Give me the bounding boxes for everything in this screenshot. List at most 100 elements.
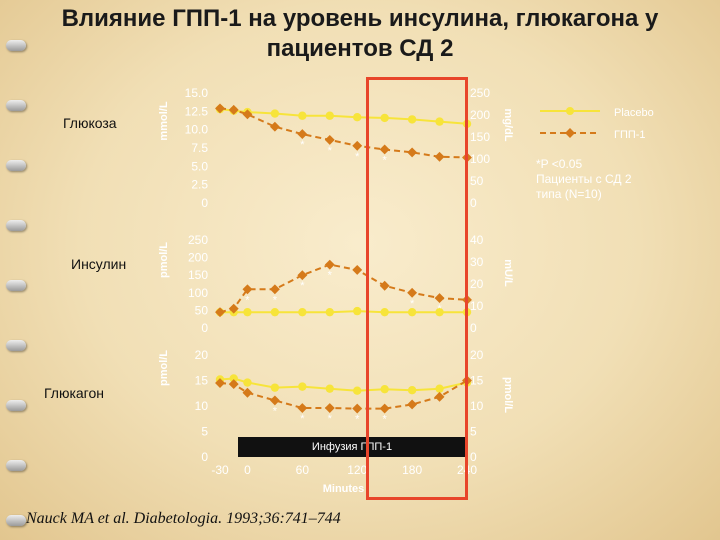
data-point-glp1 <box>215 378 225 388</box>
data-point-glp1 <box>379 280 390 291</box>
data-point-glp1 <box>434 293 445 304</box>
x-tick: 60 <box>296 463 310 477</box>
y-tick-right: 0 <box>470 321 477 335</box>
legend-placebo-marker <box>566 107 574 115</box>
data-point-placebo <box>243 378 252 387</box>
y-tick-left: 0 <box>201 196 208 210</box>
data-point-placebo <box>435 384 444 393</box>
data-point-glp1 <box>407 287 418 298</box>
significance-star: * <box>300 413 305 425</box>
y-tick-left: 2.5 <box>191 178 208 192</box>
significance-star: * <box>245 294 250 306</box>
data-point-placebo <box>325 111 334 120</box>
y-axis-label-right: pmol/L <box>502 377 514 413</box>
data-point-glp1 <box>352 403 363 414</box>
legend-glp1-marker <box>565 128 575 138</box>
y-tick-right: 20 <box>470 277 484 291</box>
significance-star: * <box>328 270 333 282</box>
data-point-glp1 <box>379 403 390 414</box>
row-label-glucose: Глюкоза <box>63 115 117 131</box>
data-point-glp1 <box>379 144 390 155</box>
data-point-glp1 <box>269 121 280 132</box>
significance-star: * <box>355 414 360 426</box>
data-point-placebo <box>298 382 307 391</box>
y-tick-left: 150 <box>188 268 208 282</box>
y-tick-right: 5 <box>470 425 477 439</box>
y-tick-right: 100 <box>470 152 490 166</box>
y-tick-left: 0 <box>201 450 208 464</box>
significance-star: * <box>328 413 333 425</box>
significance-star: * <box>437 303 442 315</box>
y-tick-left: 7.5 <box>191 141 208 155</box>
footnote-patients: Пациенты с СД 2 <box>536 172 632 186</box>
y-tick-left: 100 <box>188 286 208 300</box>
y-tick-left: 5 <box>201 425 208 439</box>
data-point-glp1 <box>297 270 308 281</box>
x-tick: 0 <box>244 463 251 477</box>
data-point-placebo <box>325 307 334 317</box>
y-tick-right: 50 <box>470 174 484 188</box>
legend-glp1-label: ГПП-1 <box>614 129 646 141</box>
y-axis-label-left: pmol/L <box>158 350 170 386</box>
row-label-insulin: Инсулин <box>71 256 127 272</box>
data-point-glp1 <box>434 151 445 162</box>
y-tick-left: 10 <box>195 399 209 413</box>
data-point-placebo <box>380 113 389 123</box>
data-point-glp1 <box>324 403 335 413</box>
data-point-glp1 <box>215 103 225 114</box>
data-point-placebo <box>353 306 362 316</box>
x-tick: 180 <box>402 463 422 477</box>
y-axis-label-left: mmol/L <box>158 101 170 140</box>
data-point-glp1 <box>228 303 239 314</box>
y-tick-left: 15.0 <box>185 86 209 100</box>
y-axis-label-left: pmol/L <box>158 242 170 278</box>
significance-star: * <box>273 405 278 417</box>
y-tick-left: 12.5 <box>185 104 209 118</box>
significance-star: * <box>355 151 360 163</box>
x-tick: -30 <box>211 463 229 477</box>
y-tick-left: 5.0 <box>191 159 208 173</box>
data-point-placebo <box>243 307 252 317</box>
y-tick-left: 15 <box>195 374 209 388</box>
y-axis-label-right: mg/dL <box>502 109 514 142</box>
y-axis-label-right: mU/L <box>502 259 514 287</box>
significance-star: * <box>328 145 333 157</box>
y-tick-right: 10 <box>470 399 484 413</box>
footnote-patients-count: типа (N=10) <box>536 187 602 201</box>
significance-star: * <box>383 414 388 426</box>
data-point-glp1 <box>434 391 445 402</box>
y-tick-right: 200 <box>470 108 490 122</box>
data-point-placebo <box>407 385 417 395</box>
y-tick-left: 200 <box>188 251 208 265</box>
y-tick-right: 0 <box>470 450 477 464</box>
data-point-placebo <box>380 384 389 394</box>
data-point-placebo <box>435 117 444 126</box>
y-tick-right: 250 <box>470 86 490 100</box>
data-point-placebo <box>435 307 444 317</box>
data-point-glp1 <box>352 140 363 151</box>
data-point-glp1 <box>269 395 280 406</box>
data-point-placebo <box>270 307 280 317</box>
data-point-glp1 <box>269 284 280 295</box>
y-tick-left: 10.0 <box>185 123 209 137</box>
significance-star: * <box>300 139 305 151</box>
data-point-placebo <box>380 307 389 317</box>
legend-placebo-label: Placebo <box>614 107 654 119</box>
data-point-glp1 <box>407 399 418 410</box>
data-point-glp1 <box>324 259 335 270</box>
significance-star: * <box>300 280 305 292</box>
data-point-glp1 <box>215 307 225 318</box>
data-point-glp1 <box>242 109 253 120</box>
data-point-glp1 <box>242 387 253 398</box>
data-point-placebo <box>270 109 280 118</box>
data-point-placebo <box>325 384 334 393</box>
data-point-glp1 <box>407 147 418 158</box>
data-point-placebo <box>407 307 417 317</box>
data-point-glp1 <box>297 129 308 140</box>
data-point-placebo <box>407 115 417 124</box>
footnote-pvalue: *P <0.05 <box>536 157 583 171</box>
significance-star: * <box>273 294 278 306</box>
significance-star: * <box>383 154 388 166</box>
